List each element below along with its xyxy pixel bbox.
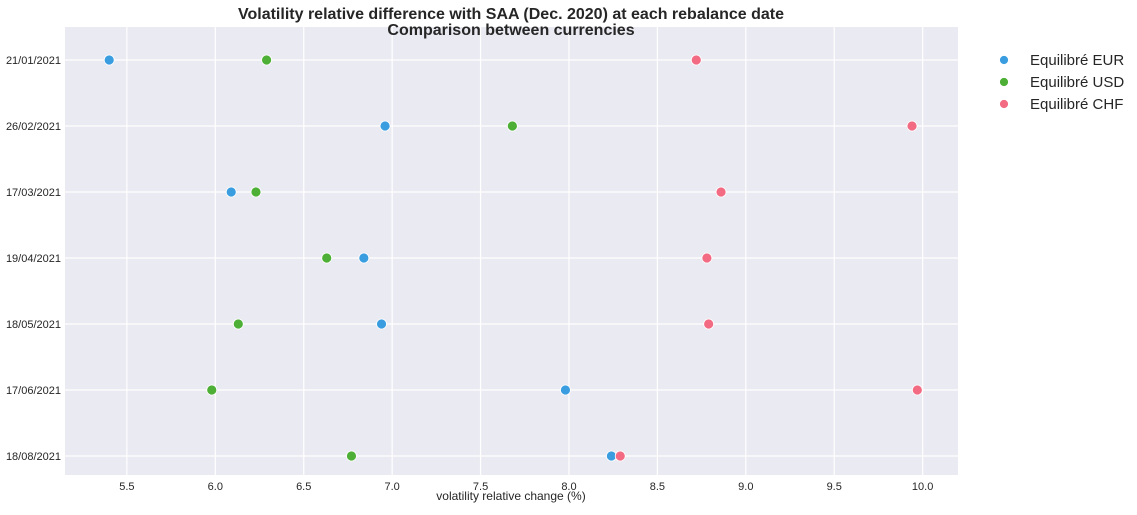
data-point[interactable] <box>614 450 626 462</box>
chart-title: Volatility relative difference with SAA … <box>238 6 784 23</box>
data-points <box>103 54 923 462</box>
x-tick-label: 5.5 <box>119 481 134 493</box>
data-point[interactable] <box>103 54 115 66</box>
legend-label[interactable]: Equilibré CHF <box>1030 96 1123 113</box>
y-tick-label: 21/01/2021 <box>6 55 61 67</box>
data-point[interactable] <box>560 384 571 396</box>
data-point[interactable] <box>232 318 244 330</box>
x-tick-label: 9.5 <box>827 481 842 493</box>
data-point[interactable] <box>906 120 918 132</box>
legend-label[interactable]: Equilibré EUR <box>1030 52 1124 69</box>
y-tick-label: 26/02/2021 <box>6 121 61 133</box>
data-point[interactable] <box>346 450 357 462</box>
legend-marker <box>999 99 1009 109</box>
data-point[interactable] <box>206 384 218 396</box>
data-point[interactable] <box>715 186 727 198</box>
data-point[interactable] <box>250 186 262 198</box>
x-tick-labels: 5.5 6.0 6.5 7.0 7.5 8.0 8.5 9.0 9.5 10.0 <box>119 481 933 493</box>
data-point[interactable] <box>358 252 370 264</box>
plot-background <box>65 27 958 475</box>
data-point[interactable] <box>703 318 715 330</box>
y-tick-label: 18/08/2021 <box>6 451 61 463</box>
data-point[interactable] <box>261 54 272 66</box>
data-point[interactable] <box>506 120 518 132</box>
y-tick-label: 17/06/2021 <box>6 385 61 397</box>
y-tick-label: 18/05/2021 <box>6 319 61 331</box>
y-tick-label: 17/03/2021 <box>6 187 61 199</box>
grid-lines <box>65 27 958 475</box>
data-point[interactable] <box>321 252 333 264</box>
x-tick-label: 6.0 <box>208 481 223 493</box>
data-point[interactable] <box>911 384 923 396</box>
data-point[interactable] <box>376 318 387 330</box>
x-tick-label: 8.0 <box>561 481 576 493</box>
x-tick-label: 8.5 <box>650 481 665 493</box>
x-tick-label: 9.0 <box>738 481 753 493</box>
x-axis-label: volatility relative change (%) <box>436 489 585 503</box>
y-tick-labels: 21/01/2021 26/02/2021 17/03/2021 19/04/2021… <box>6 55 61 463</box>
chart-subtitle: Comparison between currencies <box>387 22 634 39</box>
legend-marker <box>999 77 1009 87</box>
data-point[interactable] <box>701 252 713 264</box>
x-tick-label: 7.0 <box>384 481 399 493</box>
data-point[interactable] <box>690 54 702 66</box>
legend[interactable]: Equilibré EUR Equilibré USD Equilibré CHF <box>999 52 1125 113</box>
legend-marker <box>999 55 1009 65</box>
y-tick-label: 19/04/2021 <box>6 253 61 265</box>
x-tick-label: 7.5 <box>473 481 488 493</box>
data-point[interactable] <box>379 120 391 132</box>
x-tick-label: 6.5 <box>296 481 311 493</box>
legend-label[interactable]: Equilibré USD <box>1030 74 1124 91</box>
x-tick-label: 10.0 <box>912 481 933 493</box>
data-point[interactable] <box>225 186 237 198</box>
